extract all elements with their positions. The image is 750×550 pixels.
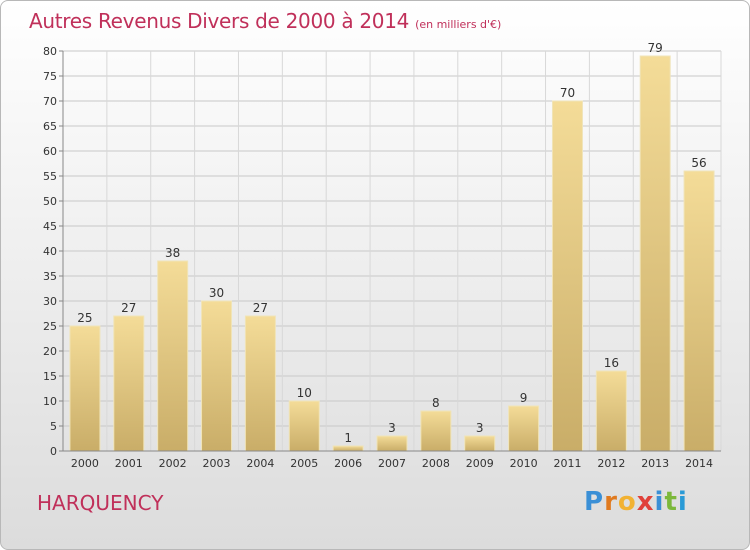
- x-tick-label-2011: 2011: [553, 457, 581, 470]
- value-label-2011: 70: [560, 86, 575, 100]
- value-label-2005: 10: [297, 386, 312, 400]
- x-tick-label-2008: 2008: [422, 457, 450, 470]
- value-label-2010: 9: [520, 391, 528, 405]
- x-tick-label-2006: 2006: [334, 457, 362, 470]
- y-tick-label: 0: [50, 445, 57, 458]
- bar-2006: [332, 445, 364, 452]
- x-tick-label-2010: 2010: [510, 457, 538, 470]
- value-label-2007: 3: [388, 421, 396, 435]
- chart-title: Autres Revenus Divers de 2000 à 2014 (en …: [29, 9, 501, 33]
- chart-title-unit: (en milliers d'€): [415, 18, 502, 31]
- x-tick-label-2005: 2005: [290, 457, 318, 470]
- logo-letter: i: [677, 487, 688, 517]
- value-label-2000: 25: [77, 311, 92, 325]
- value-label-2002: 38: [165, 246, 180, 260]
- value-label-2008: 8: [432, 396, 440, 410]
- x-tick-label-2004: 2004: [246, 457, 274, 470]
- y-axis: 0 5 10 15 20 25 30 35 40 45 50 55 60 65 70 75 80: [43, 45, 64, 458]
- commune-name: HARQUENCY: [37, 491, 164, 515]
- y-tick-label: 20: [43, 345, 57, 358]
- x-tick-label-2013: 2013: [641, 457, 669, 470]
- y-tick-label: 40: [43, 245, 57, 258]
- y-tick-label: 55: [43, 170, 57, 183]
- logo-letter: x: [636, 487, 655, 517]
- logo-letter: t: [664, 487, 678, 517]
- bar-2004: [244, 315, 276, 452]
- value-label-2006: 1: [344, 431, 352, 445]
- x-axis: 2000 2001 2002 2003 2004 2005 2006 2007 2008 2009…: [63, 450, 721, 470]
- logo-letter: o: [617, 487, 637, 517]
- y-tick-label: 25: [43, 320, 57, 333]
- chart-title-main: Autres Revenus Divers de 2000 à 2014: [29, 9, 410, 33]
- bar-2007: [376, 435, 408, 452]
- bar-2000: [69, 325, 101, 452]
- logo-letter: i: [654, 487, 665, 517]
- x-tick-label-2001: 2001: [115, 457, 143, 470]
- value-label-2003: 30: [209, 286, 224, 300]
- value-label-2012: 16: [604, 356, 619, 370]
- y-tick-label: 35: [43, 270, 57, 283]
- value-label-2013: 79: [648, 41, 663, 55]
- y-tick-label: 65: [43, 120, 57, 133]
- bar-2009: [464, 435, 496, 452]
- y-tick-label: 30: [43, 295, 57, 308]
- bar-2005: [288, 400, 320, 452]
- x-tick-label-2000: 2000: [71, 457, 99, 470]
- x-tick-label-2002: 2002: [159, 457, 187, 470]
- proxiti-logo: Proxiti: [584, 487, 688, 517]
- bar-2011: [551, 100, 583, 452]
- y-tick-label: 75: [43, 70, 57, 83]
- bar-2008: [420, 410, 452, 452]
- x-tick-label-2014: 2014: [685, 457, 713, 470]
- y-tick-label: 60: [43, 145, 57, 158]
- logo-letter: P: [584, 487, 605, 517]
- bar-2002: [157, 260, 189, 452]
- logo-letter: r: [604, 487, 618, 517]
- y-tick-label: 50: [43, 195, 57, 208]
- bar-2014: [683, 170, 715, 452]
- y-tick-label: 45: [43, 220, 57, 233]
- value-label-2014: 56: [691, 156, 706, 170]
- x-tick-label-2007: 2007: [378, 457, 406, 470]
- bar-2013: [639, 55, 671, 452]
- bar-2001: [113, 315, 145, 452]
- bar-2003: [201, 300, 233, 452]
- y-tick-label: 15: [43, 370, 57, 383]
- y-tick-label: 5: [50, 420, 57, 433]
- x-tick-label-2003: 2003: [203, 457, 231, 470]
- bar-2010: [508, 405, 540, 452]
- x-tick-label-2012: 2012: [597, 457, 625, 470]
- y-tick-label: 70: [43, 95, 57, 108]
- value-label-2009: 3: [476, 421, 484, 435]
- value-label-2004: 27: [253, 301, 268, 315]
- bar-2012: [595, 370, 627, 452]
- y-tick-label: 10: [43, 395, 57, 408]
- value-label-2001: 27: [121, 301, 136, 315]
- x-tick-label-2009: 2009: [466, 457, 494, 470]
- y-tick-label: 80: [43, 45, 57, 58]
